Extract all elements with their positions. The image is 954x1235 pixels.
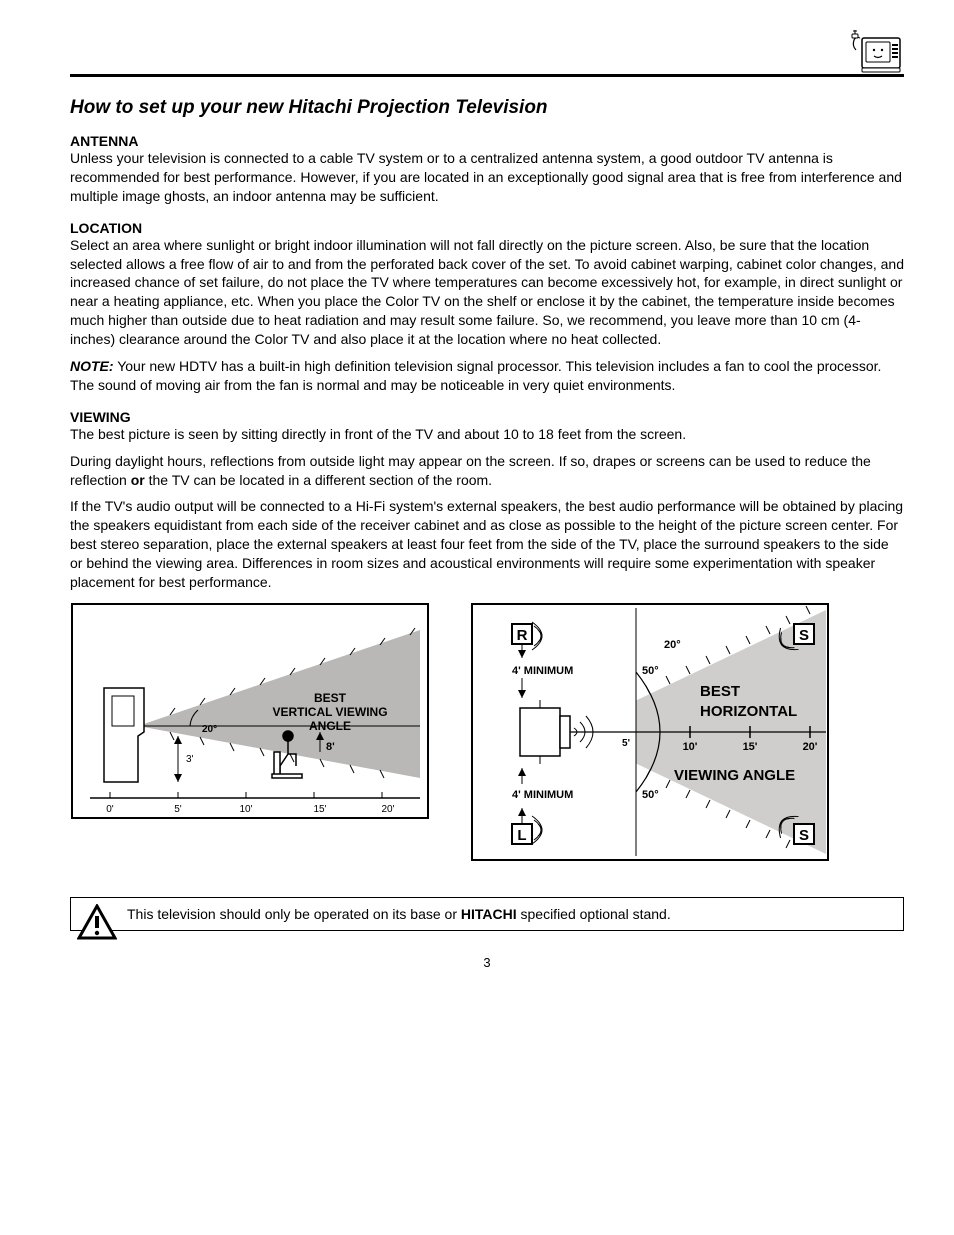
location-text: Select an area where sunlight or bright … [70, 236, 904, 349]
notice-suffix: specified optional stand. [517, 906, 671, 922]
svg-text:0': 0' [106, 804, 114, 815]
page-number: 3 [70, 955, 904, 970]
h-va: VIEWING ANGLE [674, 767, 795, 784]
v-ang: ANGLE [309, 719, 351, 733]
warning-icon [77, 904, 117, 942]
svg-text:10': 10' [239, 804, 252, 815]
svg-text:50°: 50° [642, 665, 659, 677]
v-best: BEST [314, 691, 347, 705]
location-note: NOTE: Your new HDTV has a built-in high … [70, 357, 904, 395]
viewing-p3: If the TV's audio output will be connect… [70, 497, 904, 591]
svg-text:L: L [517, 827, 526, 844]
caution-notice: This television should only be operated … [70, 897, 904, 931]
page-title: How to set up your new Hitachi Projectio… [70, 97, 904, 119]
svg-text:4' MINIMUM: 4' MINIMUM [512, 665, 573, 677]
viewing-heading: VIEWING [70, 409, 904, 425]
svg-text:10': 10' [683, 741, 698, 753]
horizontal-viewing-figure: 5' 10' 15' 20' BEST HORIZONTAL VIEWING A… [470, 602, 830, 867]
v-3ft: 3' [186, 754, 194, 765]
svg-text:R: R [517, 627, 528, 644]
svg-text:5': 5' [174, 804, 182, 815]
viewing-p1: The best picture is seen by sitting dire… [70, 425, 904, 444]
tv-mascot-icon [848, 30, 904, 74]
svg-text:15': 15' [743, 741, 758, 753]
notice-bold: HITACHI [461, 906, 517, 922]
page: How to set up your new Hitachi Projectio… [0, 0, 954, 1010]
svg-text:S: S [799, 627, 809, 644]
svg-text:5': 5' [622, 738, 630, 749]
svg-text:15': 15' [313, 804, 326, 815]
header-divider [70, 74, 904, 77]
svg-text:4' MINIMUM: 4' MINIMUM [512, 789, 573, 801]
svg-text:20°: 20° [664, 639, 681, 651]
antenna-text: Unless your television is connected to a… [70, 149, 904, 206]
svg-text:50°: 50° [642, 789, 659, 801]
h-horiz: HORIZONTAL [700, 703, 797, 720]
note-label: NOTE: [70, 358, 114, 374]
svg-text:S: S [799, 827, 809, 844]
note-text: Your new HDTV has a built-in high defini… [70, 358, 881, 393]
figures-row: 20° BEST VERTICAL VIEWING ANGLE 3' [70, 602, 904, 867]
h-best: BEST [700, 683, 740, 700]
svg-text:20': 20' [803, 741, 818, 753]
antenna-heading: ANTENNA [70, 133, 904, 149]
v-vv: VERTICAL VIEWING [272, 705, 387, 719]
v-angle: 20° [202, 724, 217, 735]
vertical-viewing-figure: 20° BEST VERTICAL VIEWING ANGLE 3' [70, 602, 430, 847]
svg-text:20': 20' [381, 804, 394, 815]
v-8ft: 8' [326, 741, 335, 753]
location-heading: LOCATION [70, 220, 904, 236]
viewing-p2c: the TV can be located in a different sec… [145, 472, 492, 488]
viewing-p2b: or [131, 472, 145, 488]
notice-prefix: This television should only be operated … [127, 906, 461, 922]
viewing-p2: During daylight hours, reflections from … [70, 452, 904, 490]
